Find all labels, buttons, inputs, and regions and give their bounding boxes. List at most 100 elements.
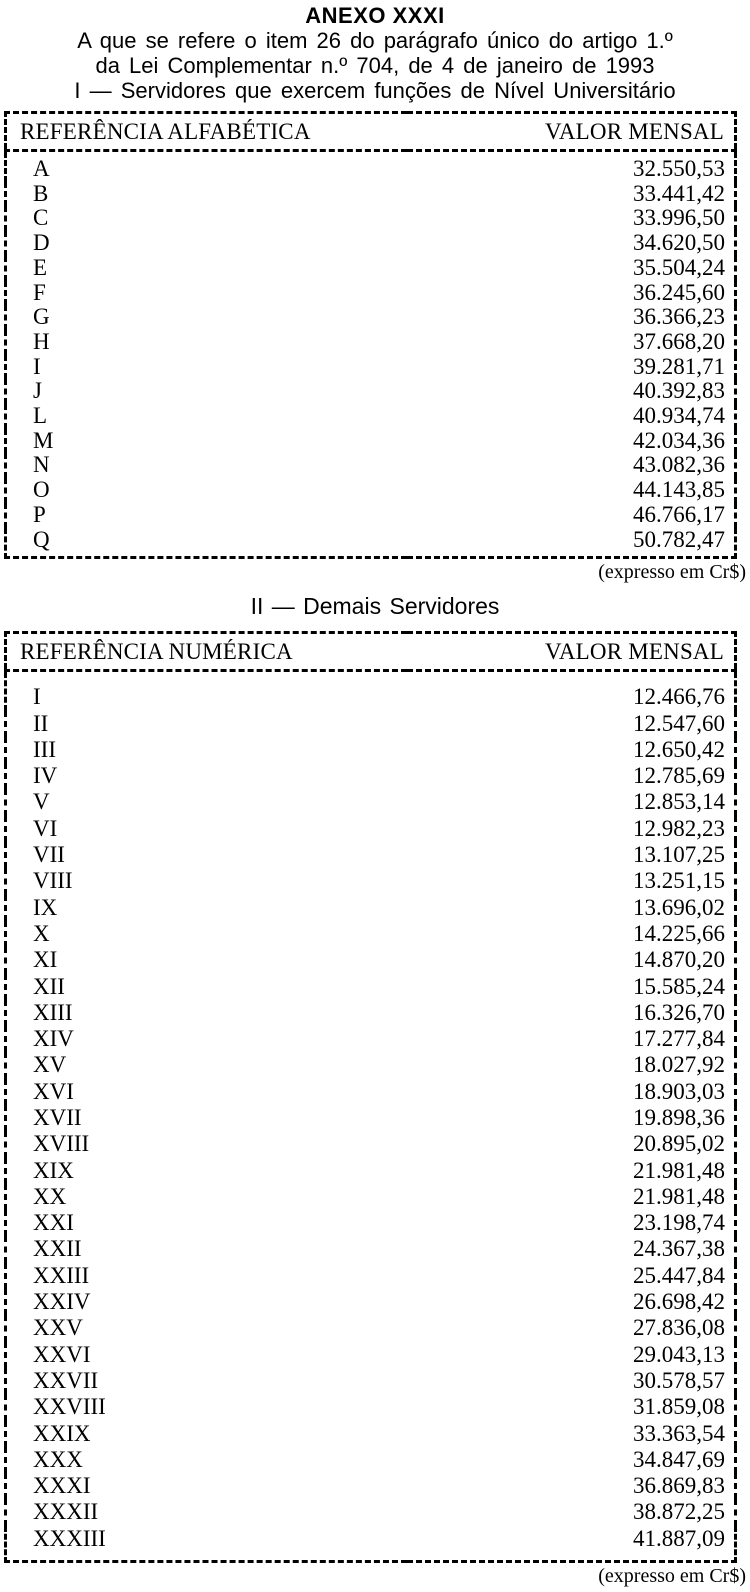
value-cell: 20.895,02 <box>633 1131 725 1157</box>
reference-cell: N <box>33 452 50 478</box>
reference-cell: J <box>33 378 42 404</box>
table-row: B 33.441,42 <box>6 180 736 207</box>
table-row: XXI 23.198,74 <box>6 1210 736 1236</box>
reference-cell: H <box>33 328 50 354</box>
value-cell: 18.903,03 <box>633 1078 725 1104</box>
table-row: C 33.996,50 <box>6 206 736 231</box>
reference-cell: XXIX <box>33 1420 91 1446</box>
reference-cell: F <box>33 279 46 305</box>
currency-note-1: (expresso em Cr$) <box>598 561 746 584</box>
reference-cell: XXXIII <box>33 1525 106 1551</box>
table-row: XI 14.870,20 <box>6 947 736 973</box>
value-cell: 43.082,36 <box>633 452 725 478</box>
value-cell: 26.698,42 <box>633 1289 725 1315</box>
reference-cell: XXV <box>33 1315 83 1341</box>
value-cell: 50.782,47 <box>633 526 725 552</box>
value-cell: 36.366,23 <box>633 304 725 330</box>
value-cell: 34.847,69 <box>633 1446 725 1472</box>
reference-cell: C <box>33 205 49 231</box>
value-cell: 36.869,83 <box>633 1473 725 1499</box>
reference-cell: I <box>33 353 41 379</box>
table-row: A 32.550,53 <box>6 151 736 182</box>
value-cell: 44.143,85 <box>633 477 725 503</box>
table-row: XXIV 26.698,42 <box>6 1289 736 1315</box>
value-cell: 33.441,42 <box>633 180 725 206</box>
table-row: XXVI 29.043,13 <box>6 1342 736 1368</box>
reference-cell: XI <box>33 947 58 973</box>
table-row: X 14.225,66 <box>6 921 736 947</box>
reference-cell: IX <box>33 894 58 920</box>
table-row: XX 21.981,48 <box>6 1184 736 1210</box>
table-row: E 35.504,24 <box>6 254 736 281</box>
value-cell: 18.027,92 <box>633 1052 725 1078</box>
reference-cell: XXVIII <box>33 1394 106 1420</box>
reference-cell: L <box>33 403 48 429</box>
table-header-row: REFERÊNCIA NUMÉRICA VALOR MENSAL <box>5 632 736 673</box>
table-row: II 12.547,60 <box>6 711 736 737</box>
value-cell: 25.447,84 <box>633 1262 725 1288</box>
reference-cell: Q <box>33 526 50 552</box>
table-row: I 12.466,76 <box>6 671 736 711</box>
reference-cell: B <box>33 180 49 206</box>
subtitle-line-2: da Lei Complementar n.º 704, de 4 de jan… <box>95 53 655 78</box>
reference-cell: VI <box>33 815 58 841</box>
reference-cell: II <box>33 710 49 736</box>
section-2-heading: II — Demais Servidores <box>250 593 500 620</box>
table-row: G 36.366,23 <box>6 305 736 330</box>
value-cell: 14.225,66 <box>633 920 725 946</box>
table-row: XIX 21.981,48 <box>6 1158 736 1184</box>
table-row: V 12.853,14 <box>6 789 736 815</box>
column-header-valor-mensal: VALOR MENSAL <box>407 632 736 673</box>
value-cell: 12.853,14 <box>633 789 725 815</box>
reference-cell: XXIV <box>33 1289 91 1315</box>
value-cell: 12.650,42 <box>633 736 725 762</box>
column-header-referencia-alfabetica: REFERÊNCIA ALFABÉTICA <box>5 112 408 152</box>
reference-cell: XIV <box>33 1026 74 1052</box>
reference-cell: XV <box>33 1052 67 1078</box>
reference-cell: XVIII <box>33 1131 90 1157</box>
reference-cell: XXVII <box>33 1367 99 1393</box>
reference-cell: XXIII <box>33 1262 90 1288</box>
table-row: XXXI 36.869,83 <box>6 1473 736 1499</box>
table-row: III 12.650,42 <box>6 737 736 763</box>
table-body: A 32.550,53 B 33.441,42 C 33.996,50 D 34.620,50… <box>6 151 736 558</box>
table-body: I 12.466,76 II 12.547,60 III 12.650,42 IV 12.78… <box>6 671 736 1562</box>
reference-cell: III <box>33 736 56 762</box>
table-row: D 34.620,50 <box>6 230 736 256</box>
table-row: XVI 18.903,03 <box>6 1079 736 1105</box>
reference-cell: M <box>33 427 54 453</box>
table-row: L 40.934,74 <box>6 403 736 429</box>
reference-cell: XXVI <box>33 1341 91 1367</box>
reference-cell: XII <box>33 973 65 999</box>
value-cell: 24.367,38 <box>633 1236 725 1262</box>
value-cell: 46.766,17 <box>633 501 725 527</box>
table-row: O 44.143,85 <box>6 477 736 503</box>
table-row: XXIX 33.363,54 <box>6 1421 736 1447</box>
value-cell: 33.996,50 <box>633 205 725 231</box>
table-row: XII 15.585,24 <box>6 974 736 1000</box>
reference-cell: XX <box>33 1183 67 1209</box>
reference-cell: XIII <box>33 999 73 1025</box>
reference-cell: XXXII <box>33 1499 99 1525</box>
reference-cell: XIX <box>33 1157 74 1183</box>
value-cell: 39.281,71 <box>633 353 725 379</box>
table-row: XV 18.027,92 <box>6 1052 736 1078</box>
value-cell: 29.043,13 <box>633 1341 725 1367</box>
reference-cell: XXII <box>33 1236 82 1262</box>
value-cell: 12.547,60 <box>633 710 725 736</box>
table-row: XXV 27.836,08 <box>6 1315 736 1341</box>
value-cell: 40.392,83 <box>633 378 725 404</box>
table-row: XXII 24.367,38 <box>6 1236 736 1262</box>
value-cell: 33.363,54 <box>633 1420 725 1446</box>
value-cell: 31.859,08 <box>633 1394 725 1420</box>
value-cell: 38.872,25 <box>633 1499 725 1525</box>
table-row: XXXII 38.872,25 <box>6 1499 736 1525</box>
reference-cell: XXXI <box>33 1473 91 1499</box>
reference-cell: E <box>33 254 48 280</box>
table-row: XVIII 20.895,02 <box>6 1131 736 1157</box>
column-header-valor-mensal: VALOR MENSAL <box>407 112 736 152</box>
table-row: XXVIII 31.859,08 <box>6 1394 736 1420</box>
value-cell: 12.785,69 <box>633 763 725 789</box>
table-row: H 37.668,20 <box>6 328 736 355</box>
